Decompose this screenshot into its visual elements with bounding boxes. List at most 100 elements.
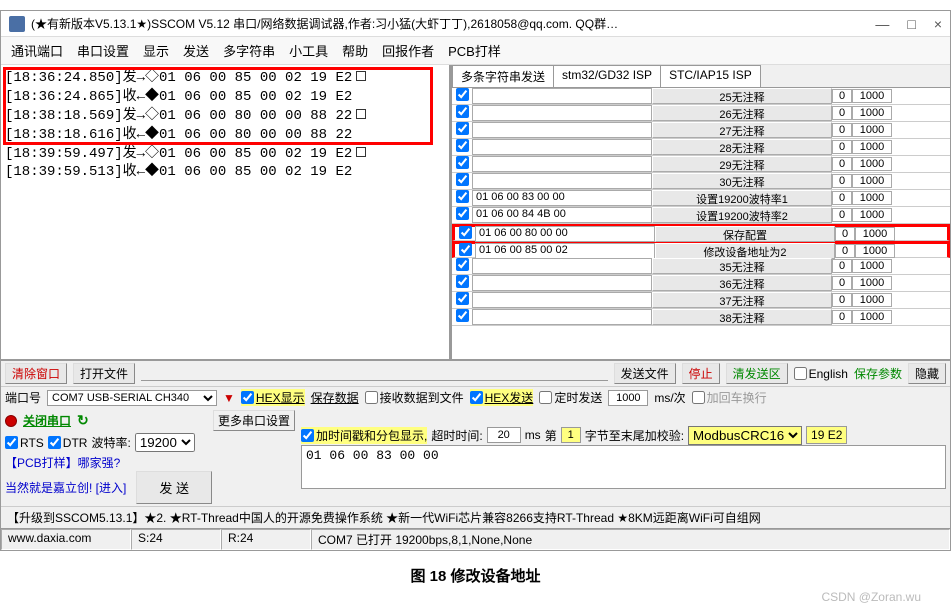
baud-select[interactable]: 19200 — [135, 433, 195, 452]
menu-item-5[interactable]: 小工具 — [289, 41, 328, 60]
row-command-input[interactable] — [472, 309, 652, 325]
interval-input[interactable] — [608, 390, 648, 406]
row-checkbox[interactable] — [452, 105, 472, 121]
open-file-button[interactable]: 打开文件 — [73, 363, 135, 384]
recv-to-file-checkbox[interactable]: 接收数据到文件 — [365, 389, 464, 406]
menu-item-3[interactable]: 发送 — [183, 41, 209, 60]
pcb-ad-line2[interactable]: 当然就是嘉立创! [进入] — [5, 479, 126, 496]
first-byte-input[interactable] — [561, 427, 581, 443]
crlf-checkbox[interactable]: 加回车换行 — [692, 389, 767, 406]
save-params-button[interactable]: 保存参数 — [854, 365, 902, 382]
dtr-checkbox[interactable]: DTR — [48, 436, 88, 450]
row-count[interactable]: 0 — [832, 89, 852, 103]
row-command-input[interactable] — [472, 156, 652, 172]
row-command-input[interactable]: 01 06 00 80 00 00 — [475, 226, 655, 242]
tab-2[interactable]: STC/IAP15 ISP — [660, 65, 761, 87]
row-command-input[interactable] — [472, 173, 652, 189]
row-count[interactable]: 0 — [832, 106, 852, 120]
row-command-input[interactable] — [472, 275, 652, 291]
rts-checkbox[interactable]: RTS — [5, 436, 44, 450]
row-send-button[interactable]: 保存配置 — [655, 226, 835, 242]
row-interval[interactable]: 1000 — [852, 191, 892, 205]
send-button[interactable]: 发 送 — [136, 471, 212, 504]
row-send-button[interactable]: 26无注释 — [652, 105, 832, 121]
row-checkbox[interactable] — [452, 139, 472, 155]
row-interval[interactable]: 1000 — [852, 259, 892, 273]
row-interval[interactable]: 1000 — [852, 89, 892, 103]
row-interval[interactable]: 1000 — [852, 174, 892, 188]
status-url[interactable]: www.daxia.com — [1, 529, 131, 550]
menu-item-0[interactable]: 通讯端口 — [11, 41, 63, 60]
row-count[interactable]: 0 — [835, 244, 855, 258]
reload-icon[interactable]: ↻ — [77, 412, 89, 429]
row-command-input[interactable] — [472, 139, 652, 155]
row-interval[interactable]: 1000 — [852, 123, 892, 137]
row-send-button[interactable]: 30无注释 — [652, 173, 832, 189]
row-checkbox[interactable] — [455, 243, 475, 259]
crc-select[interactable]: ModbusCRC16 — [688, 426, 802, 445]
stop-button[interactable]: 停止 — [682, 363, 720, 384]
row-interval[interactable]: 1000 — [852, 208, 892, 222]
row-send-button[interactable]: 修改设备地址为2 — [655, 243, 835, 259]
row-send-button[interactable]: 28无注释 — [652, 139, 832, 155]
row-checkbox[interactable] — [452, 292, 472, 308]
row-count[interactable]: 0 — [832, 259, 852, 273]
send-file-button[interactable]: 发送文件 — [614, 363, 676, 384]
row-interval[interactable]: 1000 — [852, 140, 892, 154]
clear-send-button[interactable]: 清发送区 — [726, 363, 788, 384]
row-count[interactable]: 0 — [832, 310, 852, 324]
tab-1[interactable]: stm32/GD32 ISP — [553, 65, 661, 87]
row-count[interactable]: 0 — [832, 140, 852, 154]
row-interval[interactable]: 1000 — [855, 227, 895, 241]
row-count[interactable]: 0 — [832, 174, 852, 188]
row-checkbox[interactable] — [452, 258, 472, 274]
pcb-ad-line1[interactable]: 【PCB打样】哪家强? — [5, 454, 295, 471]
english-checkbox[interactable]: English — [794, 367, 848, 381]
send-data-input[interactable]: 01 06 00 83 00 00 — [301, 445, 946, 489]
more-settings-button[interactable]: 更多串口设置 — [213, 410, 295, 431]
timeout-input[interactable] — [487, 427, 521, 443]
row-send-button[interactable]: 38无注释 — [652, 309, 832, 325]
hex-display-checkbox[interactable]: HEX显示 — [241, 389, 305, 406]
row-command-input[interactable] — [472, 88, 652, 104]
row-checkbox[interactable] — [455, 226, 475, 242]
hide-button[interactable]: 隐藏 — [908, 363, 946, 384]
row-count[interactable]: 0 — [832, 123, 852, 137]
menu-item-4[interactable]: 多字符串 — [223, 41, 275, 60]
file-path-field[interactable] — [141, 367, 608, 381]
row-send-button[interactable]: 37无注释 — [652, 292, 832, 308]
row-send-button[interactable]: 25无注释 — [652, 88, 832, 104]
row-command-input[interactable] — [472, 292, 652, 308]
row-interval[interactable]: 1000 — [852, 157, 892, 171]
port-dropdown-icon[interactable]: ▼ — [223, 391, 235, 405]
row-checkbox[interactable] — [452, 156, 472, 172]
row-checkbox[interactable] — [452, 309, 472, 325]
row-count[interactable]: 0 — [832, 208, 852, 222]
row-checkbox[interactable] — [452, 122, 472, 138]
row-command-input[interactable] — [472, 105, 652, 121]
minimize-button[interactable]: — — [875, 16, 889, 32]
menu-item-8[interactable]: PCB打样 — [448, 41, 501, 60]
row-send-button[interactable]: 36无注释 — [652, 275, 832, 291]
row-count[interactable]: 0 — [832, 293, 852, 307]
tab-0[interactable]: 多条字符串发送 — [452, 65, 554, 87]
row-checkbox[interactable] — [452, 275, 472, 291]
row-command-input[interactable] — [472, 258, 652, 274]
hex-send-checkbox[interactable]: HEX发送 — [470, 389, 534, 406]
row-checkbox[interactable] — [452, 173, 472, 189]
save-data-button[interactable]: 保存数据 — [311, 389, 359, 406]
clear-window-button[interactable]: 清除窗口 — [5, 363, 67, 384]
timestamp-checkbox[interactable]: 加时间戳和分包显示, — [301, 427, 427, 444]
menu-item-7[interactable]: 回报作者 — [382, 41, 434, 60]
row-checkbox[interactable] — [452, 207, 472, 223]
port-select[interactable]: COM7 USB-SERIAL CH340 — [47, 390, 217, 406]
row-count[interactable]: 0 — [832, 276, 852, 290]
row-count[interactable]: 0 — [832, 157, 852, 171]
row-count[interactable]: 0 — [832, 191, 852, 205]
row-command-input[interactable]: 01 06 00 84 4B 00 — [472, 207, 652, 223]
menu-item-6[interactable]: 帮助 — [342, 41, 368, 60]
row-command-input[interactable] — [472, 122, 652, 138]
row-interval[interactable]: 1000 — [852, 106, 892, 120]
row-send-button[interactable]: 设置19200波特率2 — [652, 207, 832, 223]
row-send-button[interactable]: 27无注释 — [652, 122, 832, 138]
